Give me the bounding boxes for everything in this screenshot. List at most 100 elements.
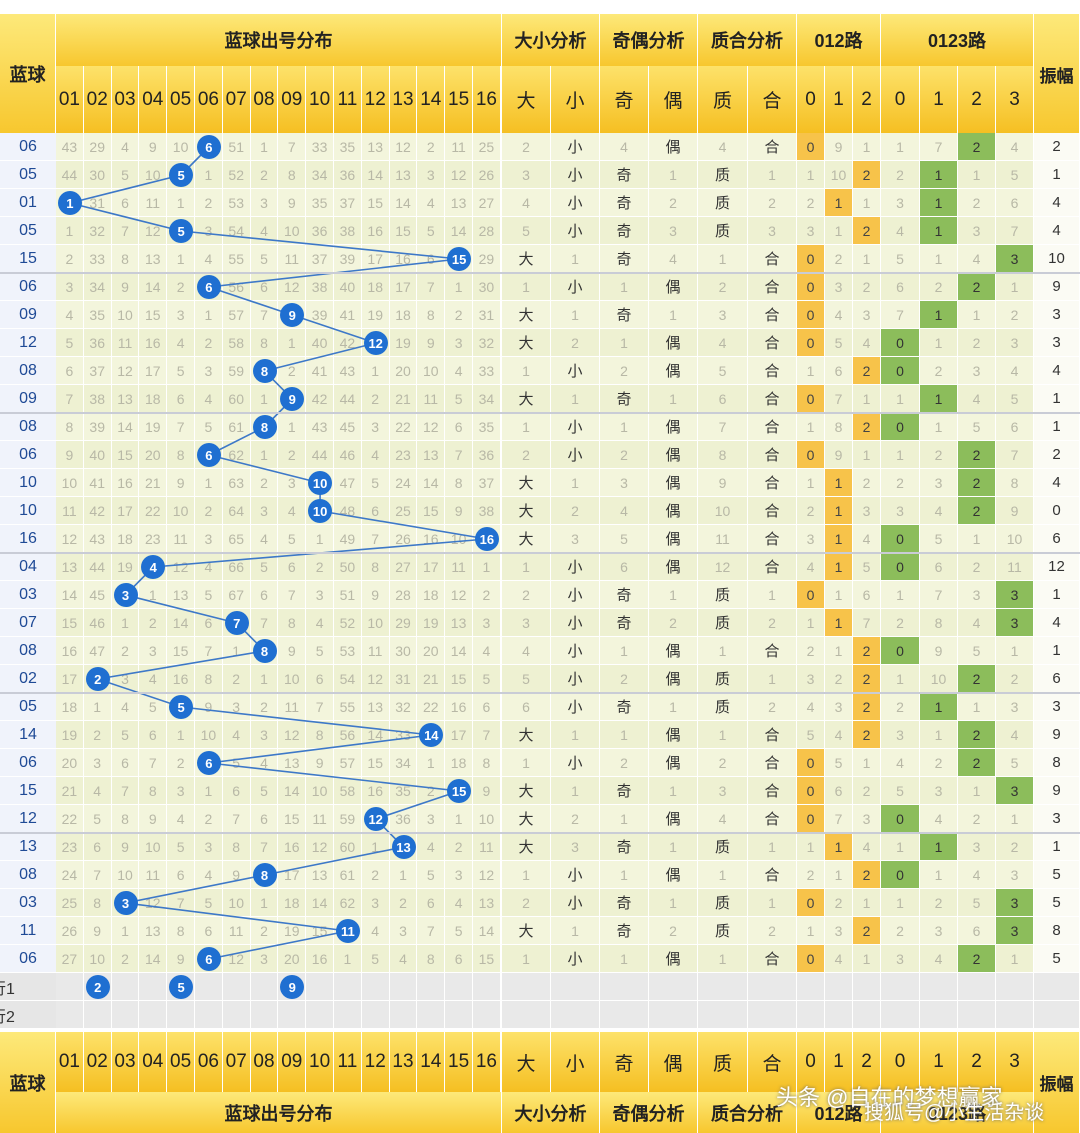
predict-cell[interactable]: [825, 1001, 853, 1029]
predict-cell[interactable]: [748, 973, 797, 1001]
predict-cell[interactable]: [250, 973, 279, 1001]
predict-cell[interactable]: [698, 1001, 748, 1029]
amplitude-cell: 5: [1034, 889, 1080, 917]
route3-cell: 2: [853, 665, 881, 693]
predict-cell[interactable]: [1034, 973, 1080, 1001]
predict-cell[interactable]: [600, 1001, 649, 1029]
predict-cell[interactable]: [920, 973, 958, 1001]
predict-cell[interactable]: [502, 1001, 551, 1029]
predict-cell[interactable]: [473, 1001, 501, 1029]
predict-cell[interactable]: [698, 973, 748, 1001]
amplitude-cell: 5: [1034, 861, 1080, 889]
drawn-ball: 12: [363, 331, 388, 355]
predict-cell[interactable]: [445, 973, 473, 1001]
predict-cell[interactable]: [825, 973, 853, 1001]
predict-cell[interactable]: [167, 1001, 195, 1029]
predict-ball[interactable]: 5: [169, 975, 194, 999]
predict-cell[interactable]: [222, 1001, 251, 1029]
predict-cell[interactable]: [600, 973, 649, 1001]
oe-cell: 1: [600, 861, 649, 889]
predict-cell[interactable]: [389, 1001, 418, 1029]
route4-cell: 7: [920, 581, 958, 609]
miss-cell: 9: [473, 777, 501, 805]
drawn-ball: 13: [391, 835, 416, 859]
miss-cell: 20: [139, 441, 168, 469]
predict-cell[interactable]: [881, 973, 920, 1001]
route3-cell: 7: [853, 609, 881, 637]
predict-cell[interactable]: [306, 973, 334, 1001]
predict-ball[interactable]: 2: [85, 975, 110, 999]
predict-cell[interactable]: [56, 973, 84, 1001]
predict-cell[interactable]: [649, 973, 698, 1001]
predict-cell[interactable]: [797, 973, 825, 1001]
predict-cell[interactable]: [334, 1001, 362, 1029]
predict-cell[interactable]: [250, 1001, 279, 1029]
pc-cell: 1: [748, 581, 797, 609]
predict-cell[interactable]: [389, 973, 418, 1001]
oe-cell: 1: [649, 777, 698, 805]
predict-cell[interactable]: [473, 973, 501, 1001]
pc-cell: 1: [698, 945, 748, 973]
predict-cell[interactable]: [445, 1001, 473, 1029]
oe-cell: 奇: [600, 777, 649, 805]
bs-cell: 大: [502, 245, 551, 273]
miss-cell: 3: [389, 917, 418, 945]
predict-cell[interactable]: [334, 973, 362, 1001]
route4-cell: 11: [996, 553, 1034, 581]
predict-cell[interactable]: [306, 1001, 334, 1029]
predict-cell[interactable]: [881, 1001, 920, 1029]
predict-cell[interactable]: [278, 1001, 307, 1029]
amplitude-cell: 1: [1034, 413, 1080, 441]
route4-cell: 6: [996, 189, 1034, 217]
header-num-13: 13: [389, 66, 418, 133]
predict-cell[interactable]: [649, 1001, 698, 1029]
predict-cell[interactable]: [195, 1001, 223, 1029]
predict-cell[interactable]: [920, 1001, 958, 1029]
predict-cell[interactable]: [502, 973, 551, 1001]
miss-cell: 1: [278, 329, 307, 357]
predict-cell[interactable]: [748, 1001, 797, 1029]
miss-cell: 40: [334, 273, 362, 301]
route4-cell: 9: [996, 497, 1034, 525]
predict-ball[interactable]: 9: [280, 975, 305, 999]
miss-cell: 32: [389, 693, 418, 721]
predict-cell[interactable]: [1034, 1001, 1080, 1029]
predict-cell[interactable]: [83, 1001, 112, 1029]
predict-cell[interactable]: [797, 1001, 825, 1029]
miss-cell: 18: [445, 749, 473, 777]
miss-cell: 16: [111, 469, 140, 497]
predict-cell[interactable]: [361, 973, 390, 1001]
miss-cell: 29: [83, 133, 112, 161]
predict-cell[interactable]: [195, 973, 223, 1001]
miss-cell: 43: [334, 357, 362, 385]
footer-num-12: 12: [361, 1032, 390, 1092]
oe-cell: 3: [649, 217, 698, 245]
miss-cell: 10: [167, 497, 195, 525]
predict-cell[interactable]: [111, 1001, 140, 1029]
predict-cell[interactable]: [417, 1001, 446, 1029]
predict-cell[interactable]: [417, 973, 446, 1001]
predict-cell[interactable]: [996, 1001, 1034, 1029]
predict-cell[interactable]: [222, 973, 251, 1001]
predict-cell[interactable]: [958, 1001, 996, 1029]
header-sub-2: 奇: [600, 66, 649, 133]
miss-cell: 6: [361, 497, 390, 525]
predict-cell[interactable]: [551, 973, 600, 1001]
predict-cell[interactable]: [958, 973, 996, 1001]
predict-cell[interactable]: [853, 973, 881, 1001]
predict-cell[interactable]: [56, 1001, 84, 1029]
route4-cell: 0: [881, 413, 920, 441]
predict-cell[interactable]: [361, 1001, 390, 1029]
predict-cell[interactable]: [139, 1001, 168, 1029]
route4-cell: 2: [958, 189, 996, 217]
miss-cell: 7: [417, 273, 446, 301]
bs-cell: 小: [551, 609, 600, 637]
miss-cell: 12: [306, 833, 334, 861]
predict-cell[interactable]: [139, 973, 168, 1001]
predict-cell[interactable]: [996, 973, 1034, 1001]
predict-cell[interactable]: [853, 1001, 881, 1029]
predict-cell[interactable]: [111, 973, 140, 1001]
predict-cell[interactable]: [551, 1001, 600, 1029]
oe-cell: 奇: [600, 385, 649, 413]
miss-cell: 9: [139, 133, 168, 161]
